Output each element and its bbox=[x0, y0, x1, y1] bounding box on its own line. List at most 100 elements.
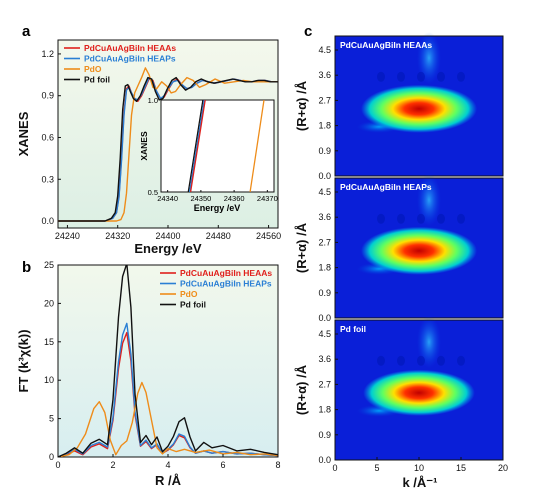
panel-a-series-pdo bbox=[58, 67, 278, 222]
wavelet-ripple bbox=[437, 213, 445, 224]
panel-c-ytick-label: 4.5 bbox=[318, 329, 331, 339]
panel-b-xlabel: R /Å bbox=[155, 473, 182, 488]
legend-label-pdcuauagbiin-heaps: PdCuAuAgBiIn HEAPs bbox=[180, 279, 272, 289]
panel-b-xtick-label: 8 bbox=[275, 460, 280, 470]
panel-b-xtick-label: 6 bbox=[220, 460, 225, 470]
panel-b-ytick-label: 10 bbox=[44, 375, 54, 385]
wavelet-peak bbox=[363, 369, 475, 416]
wavelet-lobe bbox=[417, 32, 441, 84]
panel-c-ytick-label: 1.8 bbox=[318, 405, 331, 415]
panel-b-ytick-label: 20 bbox=[44, 298, 54, 308]
wavelet-ripple bbox=[457, 355, 465, 366]
panel-c-ytick-label: 2.7 bbox=[318, 379, 331, 389]
wavelet-ripple bbox=[457, 213, 465, 224]
panel-c-plot: PdCuAuAgBiIn HEAAs PdCuAuAgBiIn HEAPs Pd f… bbox=[294, 32, 508, 490]
wavelet-ripple bbox=[377, 71, 385, 82]
panel-a-xtick-label: 24240 bbox=[55, 231, 80, 241]
wavelet-map-frame bbox=[334, 177, 504, 319]
wavelet-lobe bbox=[417, 174, 441, 226]
panel-a-xtick-label: 24480 bbox=[206, 231, 231, 241]
inset-series-pdcuauagbiin-heaas bbox=[189, 100, 206, 192]
panel-c-ytick-label: 3.6 bbox=[318, 212, 331, 222]
panel-c-xtick-label: 20 bbox=[498, 463, 508, 473]
panel-a-ytick-label: 0.6 bbox=[41, 132, 54, 142]
legend-label-pdo: PdO bbox=[84, 64, 102, 74]
panel-c-ylabel: (R+α) /Å bbox=[294, 364, 309, 415]
panel-c-ytick-label: 1.8 bbox=[318, 121, 331, 131]
panel-a-ytick-label: 0.3 bbox=[41, 174, 54, 184]
panel-a-ytick-label: 0.0 bbox=[41, 216, 54, 226]
wavelet-map-label: Pd foil bbox=[340, 324, 366, 334]
panel-b-series-pdo bbox=[58, 381, 278, 457]
panel-b-series-pd-foil bbox=[58, 265, 278, 457]
inset-xtick-label: 24340 bbox=[157, 194, 178, 203]
wavelet-map-label: PdCuAuAgBiIn HEAAs bbox=[340, 40, 432, 50]
wavelet-map-pdcuauagbiin-heaps: PdCuAuAgBiIn HEAPs bbox=[334, 174, 504, 319]
wavelet-ripple bbox=[457, 71, 465, 82]
wavelet-ripple bbox=[437, 71, 445, 82]
wavelet-lobe bbox=[417, 316, 441, 368]
wavelet-ripple bbox=[417, 71, 425, 82]
panel-a-xtick-label: 24400 bbox=[155, 231, 180, 241]
panel-c-ytick-label: 2.7 bbox=[318, 237, 331, 247]
panel-b-ytick-label: 0 bbox=[49, 452, 54, 462]
panel-a-plot: 24240 24320 24400 24480 24560 0.0 0.3 0.6 0.9 1.2… bbox=[16, 39, 281, 256]
panel-c-ytick-label: 3.6 bbox=[318, 70, 331, 80]
panel-a-xtick-label: 24320 bbox=[105, 231, 130, 241]
panel-a-ytick-label: 1.2 bbox=[41, 49, 54, 59]
wavelet-ripple bbox=[417, 213, 425, 224]
panel-c-xtick-label: 5 bbox=[374, 463, 379, 473]
inset-series-pd-foil bbox=[187, 100, 204, 192]
panel-c-ytick-label: 0.0 bbox=[318, 171, 331, 181]
panel-c-ylabel: (R+α) /Å bbox=[294, 222, 309, 273]
panel-c-ytick-label: 4.5 bbox=[318, 187, 331, 197]
panel-b-ytick-label: 15 bbox=[44, 337, 54, 347]
panel-c-xtick-label: 0 bbox=[332, 463, 337, 473]
inset-xtick-label: 24370 bbox=[257, 194, 278, 203]
panel-c-ylabel: (R+α) /Å bbox=[294, 80, 309, 131]
panel-a-xlabel: Energy /eV bbox=[134, 241, 202, 256]
wavelet-ripple bbox=[417, 355, 425, 366]
wavelet-map-frame bbox=[334, 35, 504, 177]
inset-series-pdo bbox=[249, 100, 265, 192]
panel-letter-a: a bbox=[22, 23, 31, 40]
panel-a-ytick-label: 0.9 bbox=[41, 91, 54, 101]
panel-b-series-pdcuauagbiin-heaps bbox=[58, 322, 278, 457]
panel-c-xlabel: k /Å⁻¹ bbox=[402, 475, 437, 490]
panel-c-ytick-label: 0.9 bbox=[318, 430, 331, 440]
inset-series-pdcuauagbiin-heaps bbox=[188, 100, 205, 192]
inset-xtick-label: 24360 bbox=[224, 194, 245, 203]
legend-label-pdo: PdO bbox=[180, 289, 198, 299]
inset-ytick-label: 0.5 bbox=[148, 188, 158, 197]
panel-c-ytick-label: 0.0 bbox=[318, 455, 331, 465]
wavelet-ripple bbox=[377, 213, 385, 224]
panel-c-ytick-label: 0.0 bbox=[318, 313, 331, 323]
panel-a-xtick-label: 24560 bbox=[256, 231, 281, 241]
panel-b-xtick-label: 4 bbox=[165, 460, 170, 470]
panel-c-ytick-label: 0.9 bbox=[318, 288, 331, 298]
wavelet-ripple bbox=[397, 213, 405, 224]
panel-letter-c: c bbox=[304, 23, 312, 40]
wavelet-ripple bbox=[437, 355, 445, 366]
panel-c-ytick-label: 3.6 bbox=[318, 354, 331, 364]
panel-c-ytick-label: 4.5 bbox=[318, 45, 331, 55]
wavelet-peak bbox=[361, 84, 477, 133]
inset-frame bbox=[160, 99, 275, 193]
panel-b-ylabel: FT (k³χ(k)) bbox=[16, 329, 31, 392]
legend-label-pdcuauagbiin-heaps: PdCuAuAgBiIn HEAPs bbox=[84, 54, 176, 64]
wavelet-map-label: PdCuAuAgBiIn HEAPs bbox=[340, 182, 432, 192]
panel-c-xtick-label: 15 bbox=[456, 463, 466, 473]
legend-label-pdcuauagbiin-heaas: PdCuAuAgBiIn HEAAs bbox=[180, 268, 272, 278]
panel-b-plot: 0 2 4 6 8 0 5 10 15 20 25 PdCuAuAgBiIn HEAAsPdCuAu… bbox=[16, 260, 281, 488]
wavelet-map-pdcuauagbiin-heaas: PdCuAuAgBiIn HEAAs bbox=[334, 32, 504, 177]
panel-b-frame bbox=[57, 264, 279, 458]
legend-label-pd-foil: Pd foil bbox=[180, 300, 206, 310]
wavelet-peak bbox=[361, 226, 477, 275]
legend-label-pdcuauagbiin-heaas: PdCuAuAgBiIn HEAAs bbox=[84, 43, 176, 53]
panel-c-ytick-label: 0.9 bbox=[318, 146, 331, 156]
wavelet-ripple bbox=[377, 355, 385, 366]
panel-b-ytick-label: 25 bbox=[44, 260, 54, 270]
panel-c-xtick-label: 10 bbox=[414, 463, 424, 473]
inset-ylabel: XANES bbox=[139, 131, 149, 161]
wavelet-ripple bbox=[397, 71, 405, 82]
